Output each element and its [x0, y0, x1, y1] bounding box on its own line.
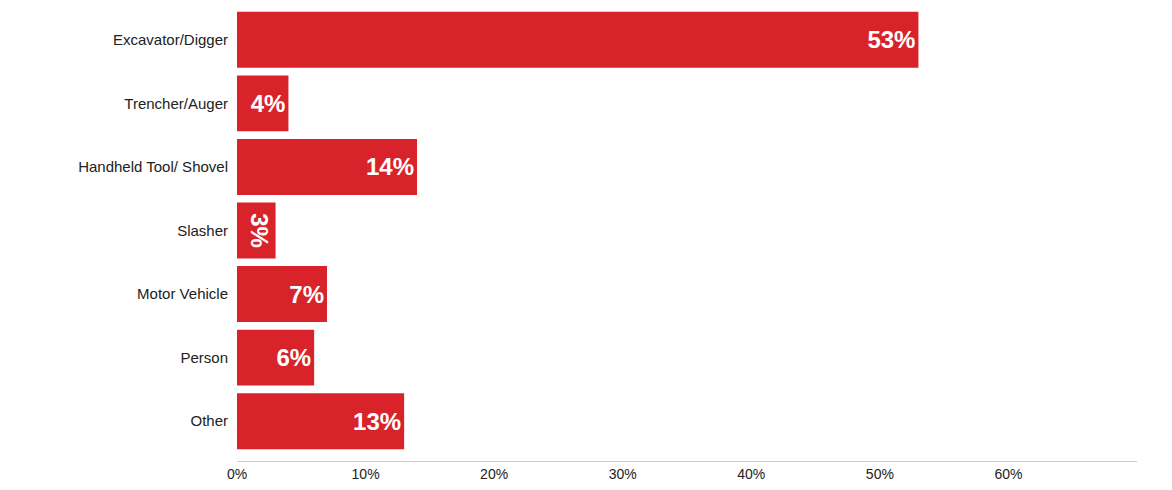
- svg-text:Other: Other: [190, 412, 228, 429]
- svg-text:0%: 0%: [227, 466, 247, 482]
- svg-text:10%: 10%: [352, 466, 380, 482]
- svg-text:Handheld Tool/ Shovel: Handheld Tool/ Shovel: [78, 158, 228, 175]
- svg-text:20%: 20%: [480, 466, 508, 482]
- svg-text:4%: 4%: [251, 90, 286, 117]
- svg-text:50%: 50%: [866, 466, 894, 482]
- svg-text:40%: 40%: [737, 466, 765, 482]
- svg-text:53%: 53%: [867, 26, 915, 53]
- svg-text:60%: 60%: [994, 466, 1022, 482]
- svg-text:Motor Vehicle: Motor Vehicle: [137, 285, 228, 302]
- svg-text:3%: 3%: [246, 213, 273, 248]
- svg-text:13%: 13%: [353, 408, 401, 435]
- svg-text:Slasher: Slasher: [177, 222, 228, 239]
- svg-text:7%: 7%: [289, 281, 324, 308]
- svg-text:6%: 6%: [276, 344, 311, 371]
- svg-text:14%: 14%: [366, 153, 414, 180]
- svg-text:Excavator/Digger: Excavator/Digger: [113, 31, 228, 48]
- svg-text:30%: 30%: [609, 466, 637, 482]
- svg-text:Person: Person: [180, 349, 228, 366]
- svg-text:Trencher/Auger: Trencher/Auger: [124, 95, 228, 112]
